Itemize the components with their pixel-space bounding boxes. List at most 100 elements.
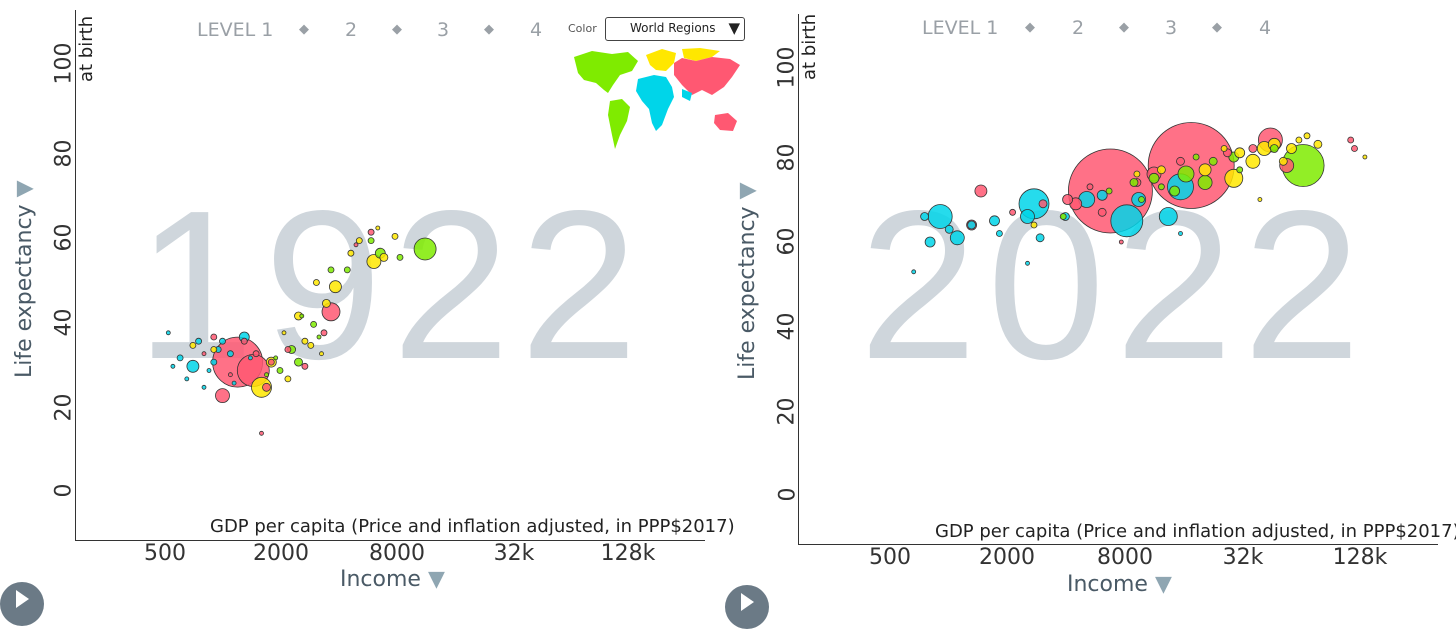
bubble-asia[interactable] — [267, 358, 275, 366]
bubble-americas[interactable] — [316, 334, 322, 340]
bubble-europe[interactable] — [319, 351, 324, 357]
bubble-asia[interactable] — [1118, 239, 1124, 245]
bubble-europe[interactable] — [347, 249, 355, 257]
bubble-europe[interactable] — [391, 232, 399, 240]
bubble-americas[interactable] — [310, 320, 318, 328]
bubble-asia[interactable] — [353, 242, 359, 248]
bubble-americas[interactable] — [1269, 144, 1279, 153]
bubble-africa[interactable] — [1178, 231, 1183, 236]
bubble-americas[interactable] — [264, 372, 269, 378]
level-1-option[interactable]: LEVEL 1 — [197, 19, 274, 41]
world-regions-map-icon[interactable] — [570, 45, 746, 153]
bubble-americas[interactable] — [299, 313, 305, 319]
bubble-americas[interactable] — [396, 253, 404, 261]
bubble-africa[interactable] — [995, 230, 1003, 237]
bubble-americas[interactable] — [1169, 185, 1181, 197]
bubble-africa[interactable] — [1096, 189, 1108, 201]
bubble-americas[interactable] — [1157, 183, 1165, 191]
bubble-europe[interactable] — [321, 298, 331, 308]
bubble-asia[interactable] — [262, 382, 271, 392]
bubble-africa[interactable] — [920, 212, 930, 221]
bubble-africa[interactable] — [911, 269, 917, 275]
bubble-europe[interactable] — [375, 225, 381, 231]
bubble-africa[interactable] — [186, 359, 200, 373]
bubble-americas[interactable] — [1059, 213, 1067, 220]
bubble-africa[interactable] — [247, 355, 253, 361]
bubble-americas[interactable] — [1148, 172, 1160, 184]
play-button[interactable] — [0, 582, 44, 626]
bubble-asia[interactable] — [227, 372, 233, 378]
bubble-europe[interactable] — [1257, 197, 1263, 202]
bubble-asia[interactable] — [320, 329, 328, 337]
play-button[interactable] — [725, 585, 769, 629]
bubble-americas[interactable] — [1192, 153, 1200, 161]
bubble-asia[interactable] — [1086, 183, 1094, 191]
bubble-asia[interactable] — [284, 346, 292, 353]
bubble-asia[interactable] — [1038, 199, 1048, 209]
bubble-americas[interactable] — [327, 266, 335, 274]
bubble-africa[interactable] — [1020, 209, 1035, 224]
x-axis-title[interactable]: Income ▼ — [1067, 572, 1172, 597]
bubble-africa[interactable] — [195, 337, 203, 345]
bubble-africa[interactable] — [944, 224, 954, 234]
bubble-asia[interactable] — [1097, 207, 1107, 217]
bubble-asia[interactable] — [201, 351, 207, 357]
level-2-option[interactable]: 2 — [345, 19, 358, 41]
bubble-europe[interactable] — [328, 280, 342, 294]
bubble-europe[interactable] — [1278, 156, 1288, 166]
bubble-africa[interactable] — [231, 380, 237, 386]
bubble-africa[interactable] — [924, 236, 936, 248]
bubble-americas[interactable] — [1236, 166, 1244, 174]
y-axis-title[interactable]: Life expectancy ▼ — [12, 181, 37, 379]
bubble-asia[interactable] — [367, 228, 375, 236]
level-2-option[interactable]: 2 — [1072, 17, 1085, 39]
bubble-africa[interactable] — [219, 337, 226, 345]
bubble-africa[interactable] — [184, 376, 190, 382]
bubble-europe[interactable] — [307, 341, 315, 349]
bubble-africa[interactable] — [210, 358, 218, 366]
bubble-americas[interactable] — [294, 357, 303, 367]
bubble-africa[interactable] — [170, 363, 176, 369]
bubble-europe[interactable] — [355, 237, 363, 245]
bubble-africa[interactable] — [949, 230, 965, 246]
bubble-asia[interactable] — [1248, 144, 1258, 153]
bubble-europe[interactable] — [1198, 163, 1212, 177]
bubble-asia[interactable] — [240, 337, 248, 345]
level-1-option[interactable]: LEVEL 1 — [922, 17, 999, 39]
bubble-asia[interactable] — [252, 350, 260, 358]
bubble-asia[interactable] — [301, 362, 309, 370]
bubble-europe[interactable] — [1156, 165, 1166, 175]
bubble-europe[interactable] — [189, 341, 197, 349]
bubble-americas[interactable] — [1105, 187, 1113, 195]
level-4-option[interactable]: 4 — [1259, 17, 1272, 39]
bubble-asia[interactable] — [1062, 194, 1074, 205]
x-axis-title[interactable]: Income ▼ — [340, 567, 445, 592]
bubble-africa[interactable] — [1035, 233, 1045, 243]
bubble-asia[interactable] — [259, 430, 264, 436]
bubble-americas[interactable] — [1208, 156, 1218, 166]
bubble-europe[interactable] — [1295, 136, 1303, 144]
bubble-africa[interactable] — [989, 215, 1000, 227]
level-4-option[interactable]: 4 — [530, 19, 543, 41]
bubble-americas[interactable] — [413, 237, 437, 261]
bubble-europe[interactable] — [1133, 170, 1141, 178]
bubble-europe[interactable] — [366, 254, 382, 269]
bubble-europe[interactable] — [312, 279, 320, 286]
bubble-asia[interactable] — [974, 184, 988, 198]
bubble-europe[interactable] — [1286, 143, 1297, 154]
bubble-europe[interactable] — [210, 346, 218, 353]
bubble-europe[interactable] — [1234, 147, 1246, 159]
bubble-africa[interactable] — [201, 384, 207, 390]
bubble-americas[interactable] — [343, 266, 351, 274]
bubble-americas[interactable] — [1138, 196, 1145, 203]
bubble-africa[interactable] — [967, 220, 977, 230]
bubble-americas[interactable] — [1197, 175, 1213, 190]
bubble-europe[interactable] — [1245, 153, 1261, 169]
bubble-asia[interactable] — [1009, 208, 1017, 216]
bubble-europe[interactable] — [281, 330, 287, 336]
bubble-europe[interactable] — [301, 337, 309, 345]
bubble-africa[interactable] — [226, 350, 234, 358]
bubble-europe[interactable] — [284, 375, 292, 383]
bubble-europe[interactable] — [1030, 221, 1038, 229]
bubble-americas[interactable] — [367, 237, 375, 245]
